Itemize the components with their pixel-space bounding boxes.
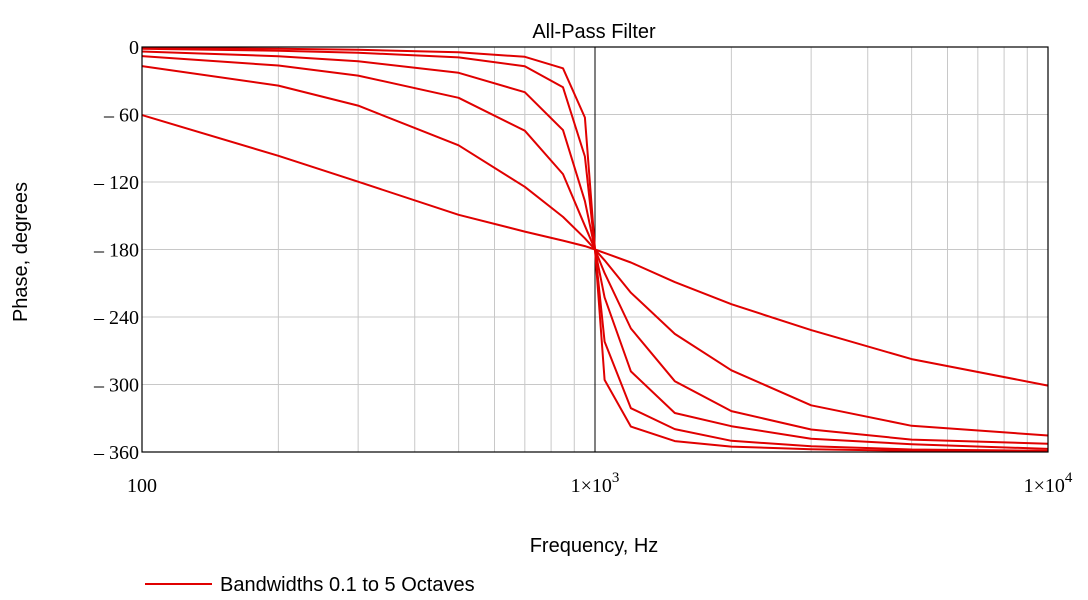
chart-title: All-Pass Filter — [532, 21, 656, 43]
legend: Bandwidths 0.1 to 5 Octaves — [145, 574, 475, 596]
y-axis-label: Phase, degrees — [10, 182, 32, 322]
plot-frame — [141, 46, 1049, 453]
y-tick-label: – 300 — [93, 375, 139, 397]
legend-label: Bandwidths 0.1 to 5 Octaves — [220, 574, 475, 596]
x-tick-label: 1×103 — [571, 470, 620, 497]
y-tick-label: – 240 — [93, 307, 139, 329]
x-tick-labels: 100 1×103 1×104 — [127, 470, 1073, 497]
y-tick-labels: 0 – 60 – 120 – 180 – 240 – 300 – 360 — [93, 37, 139, 464]
y-tick-label: – 180 — [93, 240, 139, 262]
x-axis-label: Frequency, Hz — [530, 535, 659, 557]
y-tick-label: 0 — [129, 37, 139, 59]
series-group — [141, 46, 1049, 453]
y-tick-label: – 120 — [93, 172, 139, 194]
y-tick-label: – 60 — [103, 105, 139, 127]
y-tick-label: – 360 — [93, 442, 139, 464]
x-tick-label: 100 — [127, 475, 157, 497]
series-line-5-octaves — [141, 114, 1049, 387]
x-tick-label: 1×104 — [1024, 470, 1073, 497]
